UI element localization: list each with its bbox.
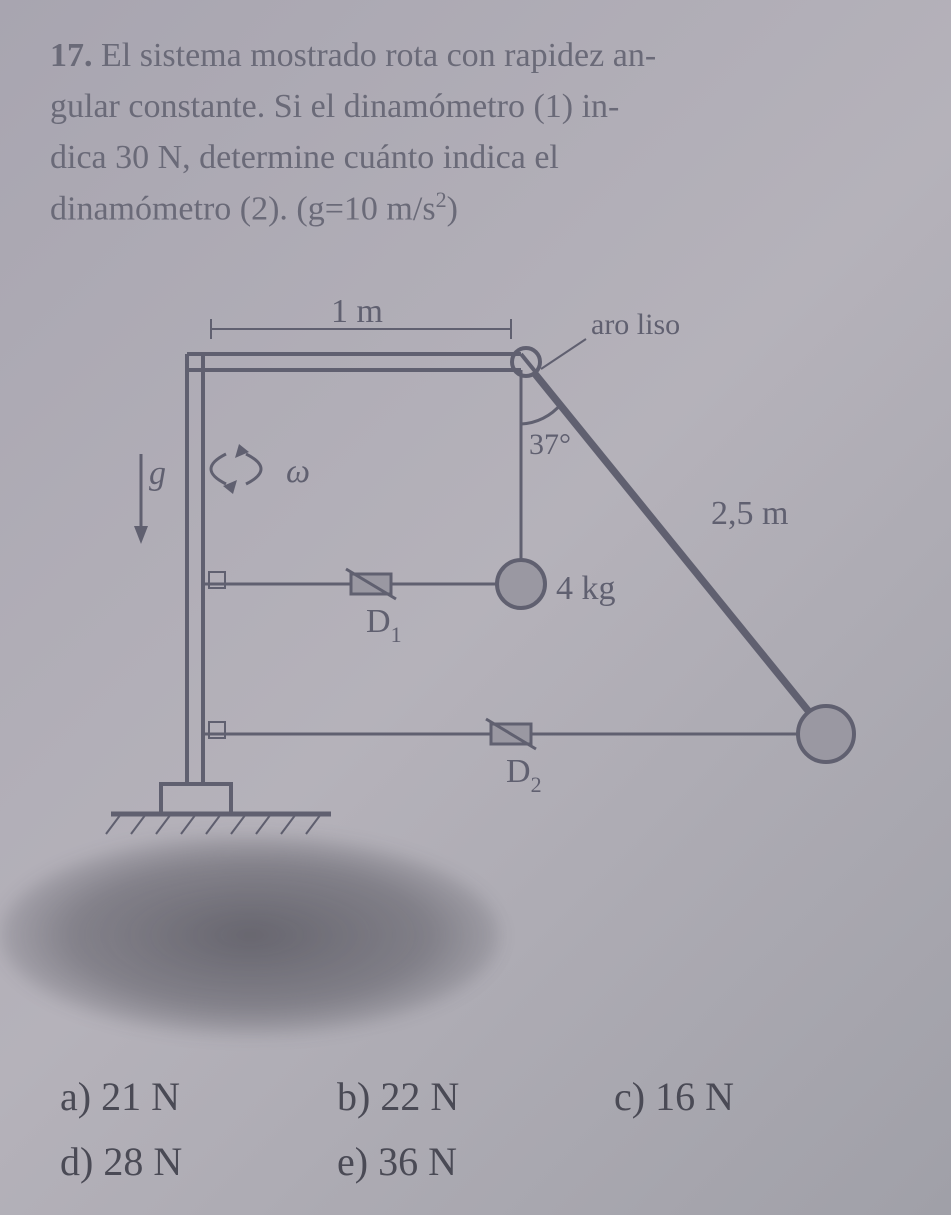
- question-line4a: dinamómetro (2). (g=10 m/s: [50, 190, 436, 227]
- angle-arc: [521, 404, 561, 424]
- mass-ball: [497, 560, 545, 608]
- label-omega: ω: [286, 453, 310, 490]
- label-mass: 4 kg: [556, 570, 616, 607]
- question-line2: gular constante. Si el dinamómetro (1) i…: [50, 88, 619, 125]
- label-angle: 37°: [529, 428, 571, 461]
- aro-pointer: [541, 339, 586, 369]
- answer-options: a) 21 N b) 22 N c) 16 N d) 28 N e) 36 N: [60, 1073, 891, 1185]
- answer-d: d) 28 N: [60, 1138, 337, 1185]
- question-exp: 2: [436, 187, 447, 212]
- answer-c: c) 16 N: [614, 1073, 891, 1120]
- omega-arc: [211, 454, 261, 484]
- physics-diagram: 1 m aro liso 2,5 m 37° D1 4 kg: [51, 274, 901, 874]
- shadow-overlay: [0, 835, 500, 1035]
- bar-lower: [533, 374, 833, 744]
- answer-b: b) 22 N: [337, 1073, 614, 1120]
- question-text: 17. El sistema mostrado rota con rapidez…: [0, 0, 951, 244]
- d2-joint: [209, 722, 225, 738]
- question-line3: dica 30 N, determine cuánto indica el: [50, 139, 559, 176]
- answer-e: e) 36 N: [337, 1138, 614, 1185]
- d1-dynamometer: [346, 569, 396, 599]
- label-d1: D1: [366, 603, 402, 647]
- label-aro-liso: aro liso: [591, 308, 680, 341]
- question-number: 17.: [50, 37, 93, 74]
- answer-a: a) 21 N: [60, 1073, 337, 1120]
- diagram-svg: 1 m aro liso 2,5 m 37° D1 4 kg: [51, 274, 901, 874]
- end-ball: [798, 706, 854, 762]
- label-1m: 1 m: [331, 293, 383, 330]
- question-line1: El sistema mostrado rota con rapidez an-: [101, 37, 656, 74]
- ground-hatch: [106, 814, 321, 834]
- d2-dynamometer: [486, 719, 536, 749]
- label-g: g: [149, 455, 166, 492]
- g-arrow-head: [134, 526, 148, 544]
- label-2p5m: 2,5 m: [711, 495, 788, 532]
- question-line4b: ): [447, 190, 458, 227]
- base-block: [161, 784, 231, 814]
- bar-upper: [521, 354, 821, 724]
- d1-joint: [209, 572, 225, 588]
- label-d2: D2: [506, 753, 542, 797]
